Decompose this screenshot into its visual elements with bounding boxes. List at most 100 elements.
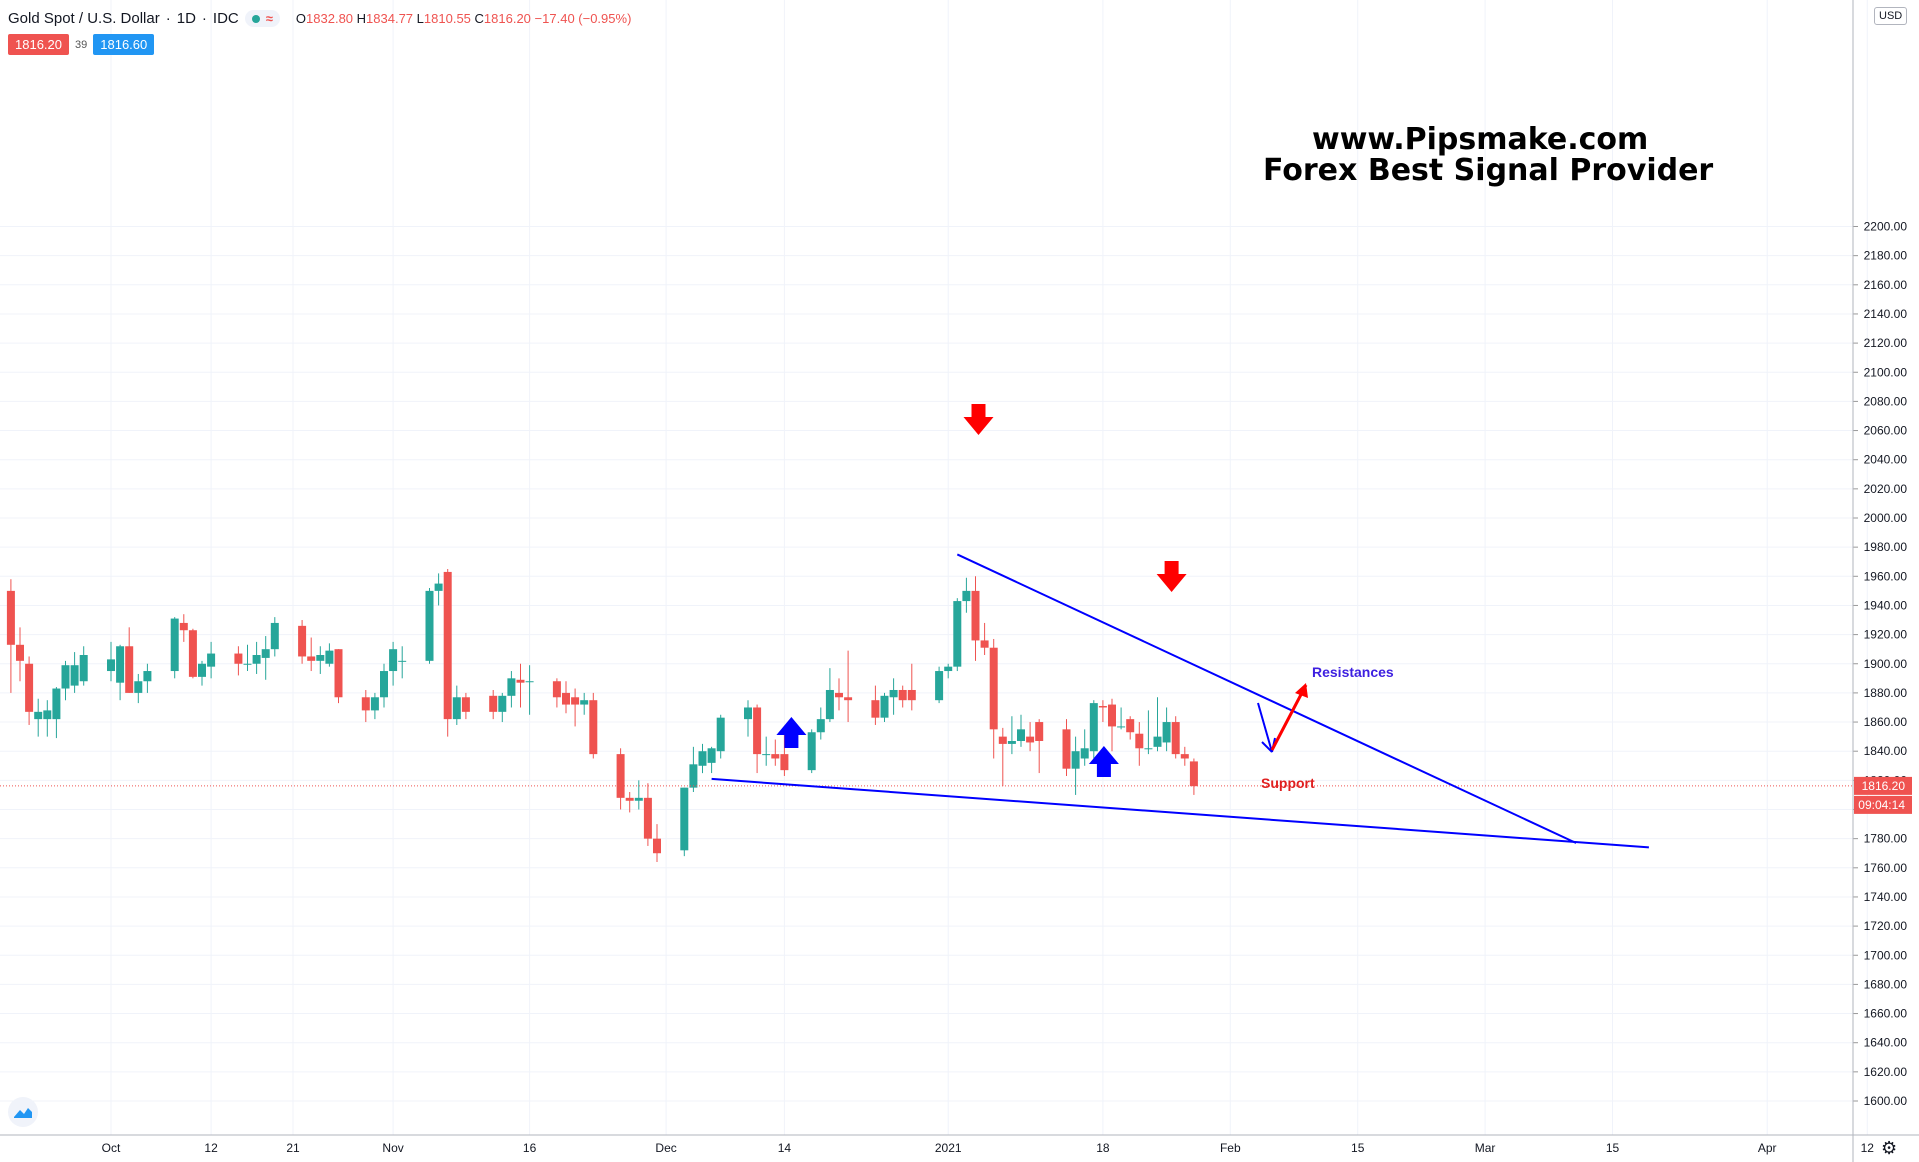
candle-body <box>944 666 953 672</box>
candle-body <box>962 590 971 602</box>
candle-body <box>125 646 134 693</box>
y-tick-label: 2000.00 <box>1864 511 1908 525</box>
candlestick-series <box>0 569 1853 862</box>
candle-body <box>643 797 652 839</box>
candle-body <box>316 655 325 661</box>
candle-body <box>1007 740 1016 744</box>
x-tick-label: 12 <box>1861 1141 1875 1155</box>
candle-body <box>552 681 561 698</box>
y-tick-label: 1920.00 <box>1864 628 1908 642</box>
candle-body <box>953 601 962 667</box>
candle-body <box>889 689 898 698</box>
watermark-tagline: Forex Best Signal Provider <box>1263 153 1714 188</box>
y-tick-label: 1860.00 <box>1864 715 1908 729</box>
projection-up-arrowhead-icon <box>1295 683 1308 698</box>
buy-price[interactable]: 1816.60 <box>93 34 155 55</box>
x-tick-label: 16 <box>523 1141 537 1155</box>
candle-body <box>170 618 179 672</box>
symbol-name[interactable]: Gold Spot / U.S. Dollar <box>8 10 160 27</box>
interval-label[interactable]: 1D <box>176 10 196 27</box>
candle-body <box>1144 748 1153 750</box>
candle-body <box>425 590 434 661</box>
y-tick-label: 1880.00 <box>1864 686 1908 700</box>
candle-body <box>1071 751 1080 769</box>
candle-body <box>634 797 643 801</box>
x-tick-label: Oct <box>102 1141 121 1155</box>
symbol-legend[interactable]: Gold Spot / U.S. Dollar · 1D · IDC ≈ O18… <box>8 10 632 27</box>
y-tick-label: 2160.00 <box>1864 278 1908 292</box>
candle-body <box>252 655 261 664</box>
tradingview-logo-icon[interactable] <box>8 1097 38 1127</box>
candle-body <box>61 665 70 689</box>
y-tick-label: 1740.00 <box>1864 890 1908 904</box>
market-open-icon <box>251 14 260 23</box>
x-tick-label: 15 <box>1606 1141 1620 1155</box>
y-tick-label: 2120.00 <box>1864 336 1908 350</box>
ohlc-values: O1832.80 H1834.77 L1810.55 C1816.20 −17.… <box>295 11 632 26</box>
y-tick-label: 1720.00 <box>1864 919 1908 933</box>
candle-body <box>689 764 698 788</box>
trade-prices: 1816.20 39 1816.60 <box>8 34 155 55</box>
candle-body <box>6 590 15 645</box>
candle-body <box>1126 719 1135 733</box>
candle-body <box>844 697 853 701</box>
candle-body <box>1080 748 1089 759</box>
candle-body <box>361 697 370 711</box>
candle-body <box>298 625 307 657</box>
candle-body <box>70 665 79 686</box>
annotation-arrows: Resistances Support <box>776 404 1394 791</box>
current-price-tag <box>1854 776 1912 795</box>
candle-body <box>1171 722 1180 755</box>
countdown-label: 09:04:14 <box>1858 798 1905 812</box>
y-tick-label: 1960.00 <box>1864 569 1908 583</box>
wave-icon: ≈ <box>265 11 273 26</box>
candle-body <box>1108 704 1116 727</box>
projection-down-line <box>1257 702 1273 753</box>
trough-up-arrow-icon <box>776 717 807 748</box>
y-tick-label: 1780.00 <box>1864 832 1908 846</box>
candle-body <box>562 692 570 705</box>
candle-body <box>1162 722 1171 743</box>
settings-gear-icon[interactable]: ⚙ <box>1881 1138 1898 1158</box>
peak-down-arrow-icon <box>963 404 994 435</box>
projection-up-line <box>1270 684 1308 751</box>
candle-body <box>434 583 443 591</box>
candle-body <box>52 688 61 720</box>
y-tick-label: 1700.00 <box>1864 948 1908 962</box>
market-status-pill[interactable]: ≈ <box>244 10 280 27</box>
trendline-layer <box>711 553 1649 849</box>
y-tick-label: 2080.00 <box>1864 394 1908 408</box>
candle-body <box>107 659 115 672</box>
y-tick-label: 2020.00 <box>1864 482 1908 496</box>
candle-body <box>134 681 143 693</box>
candle-body <box>1026 736 1035 743</box>
candle-body <box>698 751 707 766</box>
y-tick-label: 1840.00 <box>1864 744 1908 758</box>
candle-body <box>43 710 52 720</box>
y-tick-label: 1980.00 <box>1864 540 1908 554</box>
candle-body <box>771 754 780 759</box>
x-tick-label: 2021 <box>935 1141 962 1155</box>
x-tick-label: Mar <box>1475 1141 1496 1155</box>
chart-grid <box>0 0 1868 1135</box>
resistance-label: Resistances <box>1312 664 1394 680</box>
candle-body <box>625 797 634 801</box>
candle-body <box>753 707 762 755</box>
countdown-tag <box>1854 795 1912 814</box>
x-tick-label: 15 <box>1351 1141 1365 1155</box>
spread-value: 39 <box>75 38 88 51</box>
current-price-label: 1816.20 <box>1862 779 1906 793</box>
candle-body <box>380 671 388 698</box>
candle-body <box>935 671 944 701</box>
candle-body <box>1017 729 1025 741</box>
y-tick-label: 1940.00 <box>1864 598 1908 612</box>
source-label: IDC <box>212 10 239 27</box>
y-tick-label: 2040.00 <box>1864 453 1908 467</box>
sell-price[interactable]: 1816.20 <box>8 34 69 55</box>
candle-body <box>188 630 197 677</box>
currency-badge[interactable]: USD <box>1874 7 1908 25</box>
x-tick-label: 14 <box>778 1141 792 1155</box>
x-tick-label: 18 <box>1096 1141 1110 1155</box>
